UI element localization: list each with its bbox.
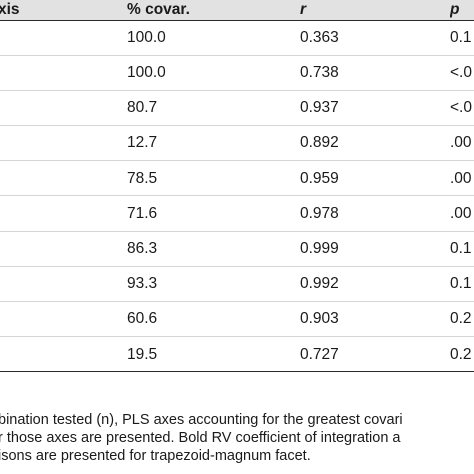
p-cell: 0.1 [450, 275, 472, 293]
axis-cell [0, 302, 127, 337]
covariance-cell: 60.6 [127, 310, 158, 328]
table-row: 93.3 0.992 0.1 [0, 266, 474, 302]
table-header: xis % covar. r p [0, 0, 474, 21]
pls-results-table: xis % covar. r p 100.0 0.363 0.1 100.0 0.738… [0, 0, 474, 372]
axis-cell [0, 20, 127, 55]
p-cell: 0.2 [450, 345, 472, 363]
covariance-cell: 100.0 [127, 28, 166, 46]
table-row: 78.5 0.959 .00 [0, 161, 474, 196]
axis-cell [0, 55, 127, 90]
r-cell: 0.999 [300, 239, 339, 257]
column-header-covariance: % covar. [127, 0, 300, 21]
r-cell: 0.903 [300, 310, 339, 328]
covariance-cell: 100.0 [127, 64, 166, 82]
p-cell: .00 [450, 169, 472, 187]
p-cell: 0.2 [450, 310, 472, 328]
axis-cell [0, 90, 127, 125]
r-cell: 0.992 [300, 275, 339, 293]
covariance-cell: 93.3 [127, 275, 158, 293]
column-header-axis-label: xis [0, 1, 20, 18]
covariance-cell: 12.7 [127, 134, 158, 152]
table-row: 19.5 0.727 0.2 [0, 337, 474, 372]
table-row: 100.0 0.738 <.0 [0, 55, 474, 91]
p-cell: <.0 [450, 64, 472, 82]
table-row: 80.7 0.937 <.0 [0, 90, 474, 126]
table-footnote: bination tested (n), PLS axes accounting… [0, 410, 474, 474]
table-body: 100.0 0.363 0.1 100.0 0.738 <.0 80.7 0.937 <.0 12… [0, 20, 474, 372]
covariance-cell: 80.7 [127, 99, 158, 117]
covariance-cell: 71.6 [127, 204, 158, 222]
r-cell: 0.363 [300, 28, 339, 46]
table-row: 71.6 0.978 .00 [0, 196, 474, 232]
footnote-line-1: bination tested (n), PLS axes accounting… [0, 412, 403, 428]
covariance-cell: 78.5 [127, 169, 158, 187]
axis-cell [0, 266, 127, 301]
r-cell: 0.738 [300, 64, 339, 82]
table-row: 12.7 0.892 .00 [0, 126, 474, 161]
axis-cell [0, 337, 127, 372]
column-header-p: p [450, 0, 474, 21]
table-row: 100.0 0.363 0.1 [0, 20, 474, 56]
p-cell: 0.1 [450, 239, 472, 257]
p-cell: .00 [450, 134, 472, 152]
p-cell: 0.1 [450, 28, 472, 46]
pls-results-table-container: xis % covar. r p 100.0 0.363 0.1 100.0 0.738… [0, 0, 474, 372]
r-cell: 0.892 [300, 134, 339, 152]
header-row: xis % covar. r p [0, 0, 474, 21]
axis-cell [0, 196, 127, 231]
p-cell: .00 [450, 204, 472, 222]
table-row: 86.3 0.999 0.1 [0, 231, 474, 267]
axis-cell [0, 126, 127, 161]
column-header-r: r [300, 0, 450, 21]
axis-cell [0, 161, 127, 196]
r-cell: 0.978 [300, 204, 339, 222]
r-cell: 0.937 [300, 99, 339, 117]
column-header-axis: xis [0, 0, 127, 21]
covariance-cell: 19.5 [127, 345, 158, 363]
r-cell: 0.727 [300, 345, 339, 363]
footnote-line-3: isons are presented for trapezoid-magnum… [0, 448, 311, 464]
r-cell: 0.959 [300, 169, 339, 187]
covariance-cell: 86.3 [127, 239, 158, 257]
axis-cell [0, 231, 127, 266]
footnote-line-2: r those axes are presented. Bold RV coef… [0, 430, 401, 446]
table-row: 60.6 0.903 0.2 [0, 302, 474, 337]
p-cell: <.0 [450, 99, 472, 117]
